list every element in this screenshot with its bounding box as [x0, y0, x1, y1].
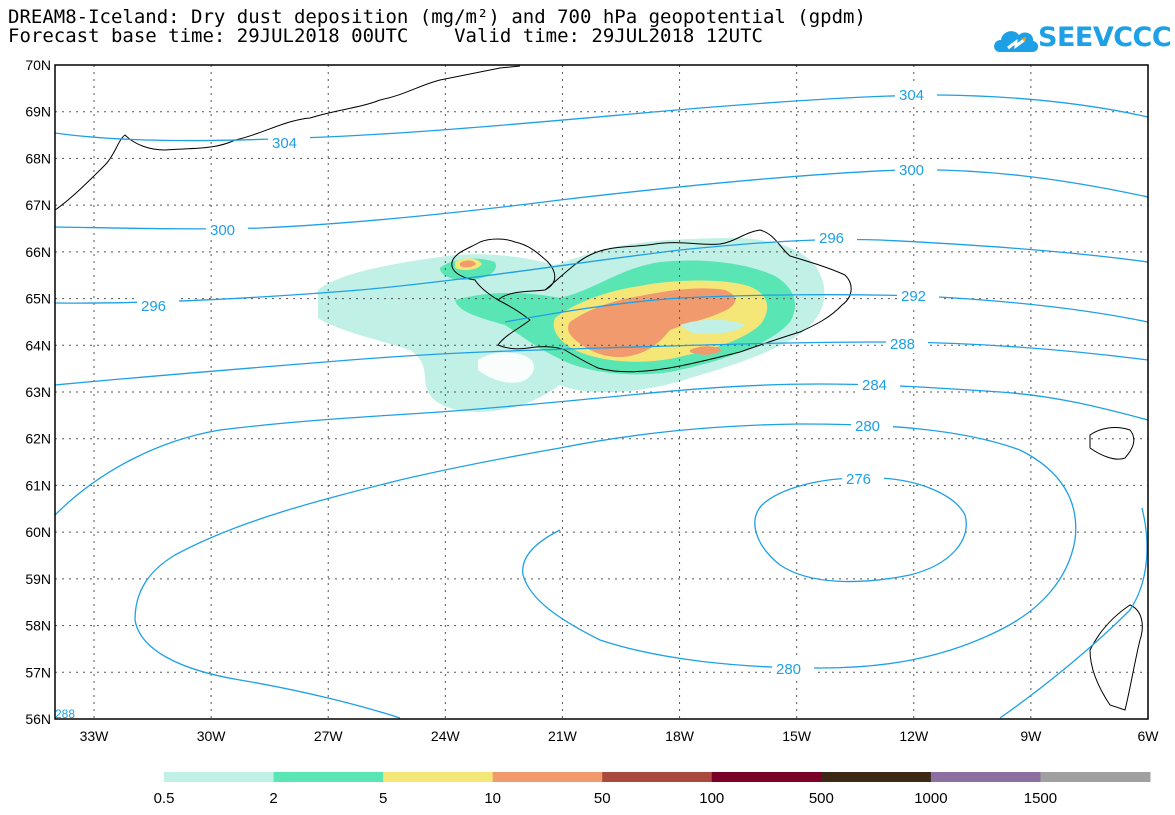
- latitude-label: 61N: [25, 477, 51, 493]
- logo-text: SEEVCCC: [1038, 22, 1172, 53]
- colorbar-label: 100: [699, 790, 724, 807]
- latitude-label: 65N: [25, 291, 51, 307]
- longitude-label: 33W: [80, 728, 110, 744]
- contour-label: 304: [272, 135, 297, 152]
- contour-label: 288: [55, 707, 75, 721]
- longitude-label: 12W: [899, 728, 929, 744]
- latitude-label: 66N: [25, 244, 51, 260]
- longitude-label: 30W: [197, 728, 227, 744]
- colorbar-label: 1000: [914, 790, 947, 807]
- contour-label: 284: [862, 377, 887, 394]
- contour-label: 288: [890, 336, 915, 353]
- contour-304: [54, 94, 1149, 142]
- seevccc-logo: SEEVCCC: [990, 20, 1172, 60]
- contour-288: [54, 341, 1149, 386]
- contour-label-group: 304 304 300 300 296 296 292 288 284 280 …: [55, 86, 939, 721]
- colorbar-swatch: [273, 772, 384, 782]
- faroe-coast: [1089, 427, 1135, 460]
- scotland-coast: [1089, 604, 1143, 711]
- contour-292: [504, 294, 1149, 323]
- iceland-coast: [451, 229, 852, 373]
- colorbar-swatch: [821, 772, 932, 782]
- contour-label: 300: [210, 222, 235, 239]
- latitude-label: 57N: [25, 664, 51, 680]
- latitude-labels: 70N 69N 68N 67N 66N 65N 64N 63N 62N 61N 60N 59N 58N 5…: [25, 57, 51, 727]
- contour-label: 304: [899, 87, 924, 104]
- latitude-label: 69N: [25, 104, 51, 120]
- latitude-label: 56N: [25, 711, 51, 727]
- latitude-label: 58N: [25, 618, 51, 634]
- longitude-label: 24W: [431, 728, 461, 744]
- contour-280-east: [999, 507, 1148, 719]
- longitude-label: 9W: [1020, 728, 1042, 744]
- colorbar-label: 5: [379, 790, 387, 807]
- contour-label: 300: [899, 162, 924, 179]
- longitude-labels: 33W 30W 27W 24W 21W 18W 15W 12W 9W 6W: [80, 728, 1160, 744]
- colorbar-label: 1500: [1024, 790, 1057, 807]
- longitude-label: 27W: [314, 728, 344, 744]
- latitude-label: 67N: [25, 197, 51, 213]
- colorbar-label: 500: [809, 790, 834, 807]
- chart-subtitle: Forecast base time: 29JUL2018 00UTC Vali…: [8, 25, 763, 47]
- latitude-label: 60N: [25, 524, 51, 540]
- longitude-label: 18W: [665, 728, 695, 744]
- colorbar-swatch: [383, 772, 494, 782]
- latitude-label: 63N: [25, 384, 51, 400]
- contour-label: 276: [846, 471, 871, 488]
- map-frame: [54, 64, 1149, 720]
- contour-label: 296: [141, 298, 166, 315]
- chart-title: DREAM8-Iceland: Dry dust deposition (mg/…: [8, 6, 866, 28]
- latitude-label: 68N: [25, 150, 51, 166]
- contour-label: 296: [819, 230, 844, 247]
- colorbar-label: 0.5: [154, 790, 175, 807]
- colorbar-swatch: [930, 772, 1041, 782]
- cloud-icon: [994, 31, 1039, 52]
- contour-276: [754, 477, 967, 583]
- contour-label: 280: [855, 418, 880, 435]
- contour-label: 292: [901, 288, 926, 305]
- latitude-label: 59N: [25, 571, 51, 587]
- colorbar-swatch: [1040, 772, 1151, 782]
- colorbar-swatch: [711, 772, 822, 782]
- longitude-label: 6W: [1138, 728, 1160, 744]
- colorbar-swatch: [492, 772, 603, 782]
- colorbar-label: 2: [269, 790, 277, 807]
- colorbar-label: 50: [594, 790, 611, 807]
- contour-284: [54, 383, 1149, 516]
- colorbar-swatch: [602, 772, 713, 782]
- colorbar-swatch: [164, 772, 275, 782]
- longitude-label: 21W: [548, 728, 578, 744]
- latitude-label: 64N: [25, 337, 51, 353]
- latitude-label: 62N: [25, 431, 51, 447]
- contour-296: [54, 238, 1149, 304]
- latitude-label: 70N: [25, 57, 51, 73]
- geopotential-contours: [54, 94, 1149, 719]
- contour-label: 280: [776, 661, 801, 678]
- longitude-label: 15W: [782, 728, 812, 744]
- colorbar-label: 10: [484, 790, 501, 807]
